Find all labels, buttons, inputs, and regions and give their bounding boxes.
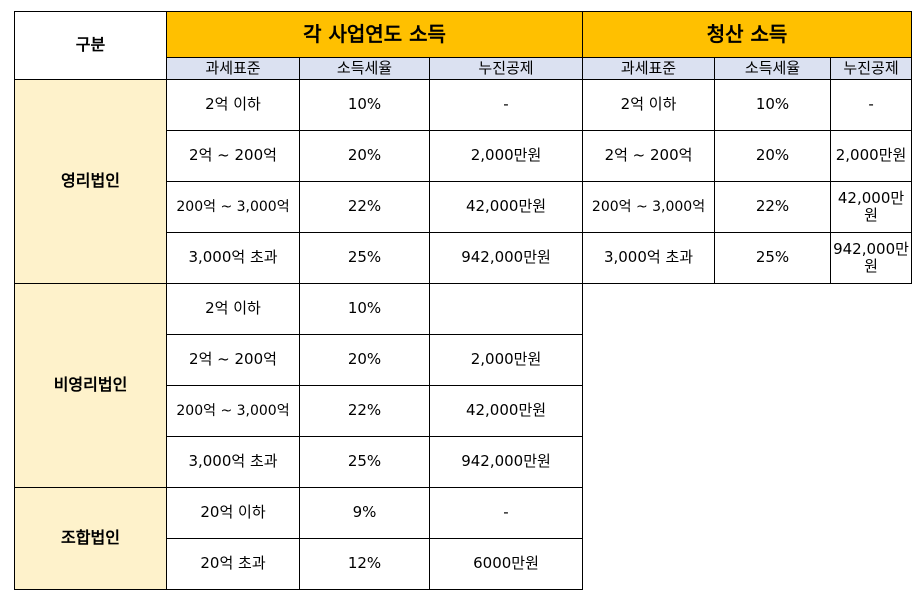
- base-cell: 2억 ~ 200억: [166, 334, 300, 386]
- table-row: 3,000억 초과 25% 942,000만원: [15, 436, 912, 488]
- col-header-base: 과세표준: [166, 57, 300, 80]
- col-header-rate: 소득세율: [299, 57, 430, 80]
- deduction-cell: 942,000만원: [428, 436, 584, 488]
- liq-base-cell: 2억 ~ 200억: [582, 130, 716, 182]
- liq-rate-cell: 20%: [714, 130, 832, 182]
- base-cell: 200억 ~ 3,000억: [166, 385, 300, 437]
- table-row: 2억 ~ 200억 20% 2,000만원: [15, 334, 912, 386]
- liq-rate-cell: 22%: [714, 181, 832, 233]
- liq-base-cell: 3,000억 초과: [582, 232, 716, 284]
- rate-cell: 10%: [299, 79, 430, 131]
- table-row: 영리법인 2억 이하 10% - 2억 이하 10% -: [14, 79, 913, 284]
- base-cell: 20억 초과: [166, 538, 300, 590]
- rate-cell: 22%: [299, 385, 430, 437]
- liq-deduction-cell: 42,000만원: [830, 181, 913, 233]
- base-cell: 3,000억 초과: [166, 436, 300, 488]
- base-cell: 3,000억 초과: [166, 232, 300, 284]
- liq-deduction-cell: 942,000만원: [830, 232, 913, 284]
- rate-cell: 12%: [299, 538, 430, 590]
- col-header-deduction: 누진공제: [428, 57, 584, 80]
- liq-rate-cell: 10%: [714, 79, 832, 131]
- rate-cell: 10%: [299, 283, 430, 335]
- col-header-liq-rate: 소득세율: [714, 57, 832, 80]
- deduction-cell: -: [428, 79, 584, 131]
- income-group-header: 각 사업연도 소득: [165, 11, 584, 58]
- table-row: 3,000억 초과 25% 942,000만원 3,000억 초과 25% 94…: [15, 232, 913, 284]
- base-cell: 2억 이하: [166, 79, 300, 131]
- empty-area: [583, 284, 912, 590]
- header-row-groups: 구분 각 사업연도 소득 청산 소득: [14, 11, 913, 80]
- table-row: 비영리법인 2억 이하 10%: [14, 283, 912, 488]
- base-cell: 2억 이하: [166, 283, 300, 335]
- liq-base-cell: 200억 ~ 3,000억: [582, 181, 716, 233]
- deduction-cell: 2,000만원: [428, 334, 584, 386]
- table-row: 200억 ~ 3,000억 22% 42,000만원: [15, 385, 912, 437]
- deduction-cell: 42,000만원: [428, 181, 584, 233]
- rate-cell: 25%: [299, 232, 430, 284]
- liq-deduction-cell: 2,000만원: [830, 130, 913, 182]
- base-cell: 200억 ~ 3,000억: [166, 181, 300, 233]
- category-non-profit: 비영리법인: [14, 283, 167, 488]
- table-row: 200억 ~ 3,000억 22% 42,000만원 200억 ~ 3,000억…: [15, 181, 913, 233]
- liq-base-cell: 2억 이하: [582, 79, 716, 131]
- rate-cell: 25%: [299, 436, 430, 488]
- header-row-columns: 과세표준 소득세율 누진공제 과세표준 소득세율 누진공제: [15, 57, 913, 80]
- liquidation-group-header: 청산 소득: [582, 11, 913, 58]
- rate-cell: 20%: [299, 334, 430, 386]
- category-for-profit: 영리법인: [14, 79, 167, 284]
- col-header-liq-base: 과세표준: [582, 57, 716, 80]
- table-row: 조합법인 20억 이하 9% -: [14, 487, 912, 590]
- rate-cell: 9%: [299, 487, 430, 539]
- base-cell: 2억 ~ 200억: [166, 130, 300, 182]
- table-row: 20억 초과 12% 6000만원: [15, 538, 912, 590]
- col-header-liq-deduction: 누진공제: [830, 57, 913, 80]
- category-header: 구분: [14, 11, 167, 80]
- deduction-cell: 6000만원: [428, 538, 584, 590]
- deduction-cell: 42,000만원: [428, 385, 584, 437]
- deduction-cell: -: [428, 487, 584, 539]
- deduction-cell: [428, 283, 584, 335]
- rate-cell: 20%: [299, 130, 430, 182]
- deduction-cell: 2,000만원: [428, 130, 584, 182]
- deduction-cell: 942,000만원: [428, 232, 584, 284]
- tax-rate-table: 구분 각 사업연도 소득 청산 소득 과세표준 소득세율 누진공제 과세표준 소…: [14, 11, 913, 590]
- base-cell: 20억 이하: [166, 487, 300, 539]
- category-cooperative: 조합법인: [14, 487, 167, 590]
- liq-rate-cell: 25%: [714, 232, 832, 284]
- rate-cell: 22%: [299, 181, 430, 233]
- liq-deduction-cell: -: [830, 79, 913, 131]
